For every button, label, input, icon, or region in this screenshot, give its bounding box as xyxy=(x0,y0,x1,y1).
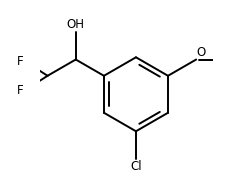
Text: O: O xyxy=(196,46,205,59)
Text: F: F xyxy=(17,55,23,68)
Text: OH: OH xyxy=(67,18,84,31)
Text: Cl: Cl xyxy=(130,160,141,173)
Text: F: F xyxy=(17,84,23,97)
